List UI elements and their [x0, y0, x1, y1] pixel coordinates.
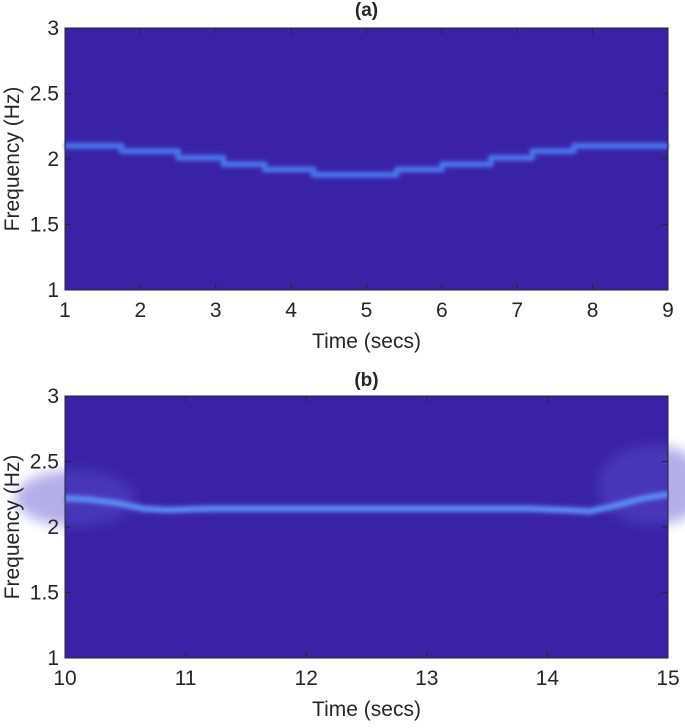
y-tick-label: 2.5	[30, 83, 59, 106]
plot-area-b	[65, 396, 668, 658]
y-ticks-a: 1 1.5 2 2.5 3	[30, 17, 668, 302]
y-axis-label-b: Frequency (Hz)	[1, 455, 24, 600]
y-tick-label: 1	[47, 647, 59, 670]
x-tick-label: 4	[285, 299, 297, 322]
x-tick-label: 8	[587, 299, 599, 322]
y-ticks-b: 1 1.5 2 2.5 3	[30, 385, 668, 670]
x-tick-label: 15	[656, 667, 679, 690]
y-tick-label: 2.5	[30, 451, 59, 474]
x-tick-label: 7	[511, 299, 523, 322]
ridge-layer-a	[65, 142, 668, 179]
x-tick-label: 14	[536, 667, 560, 690]
x-tick-label: 3	[210, 299, 222, 322]
y-tick-label: 3	[47, 385, 59, 408]
x-tick-label: 2	[135, 299, 147, 322]
x-tick-label: 6	[436, 299, 448, 322]
x-tick-label: 13	[415, 667, 438, 690]
x-axis-label-b: Time (secs)	[312, 698, 421, 721]
x-axis-label-a: Time (secs)	[312, 330, 421, 353]
panel-a: 1 2 3 4 5 6 7 8 9 1 1.5 2 2.5 3 (a) Time (secs) Freq…	[1, 0, 674, 353]
x-tick-label: 5	[361, 299, 373, 322]
ridge-layer-b	[64, 490, 669, 516]
y-tick-label: 1.5	[30, 214, 59, 237]
chart-title-b: (b)	[354, 370, 378, 391]
x-tick-label: 11	[175, 667, 197, 690]
plot-area-a	[65, 28, 668, 290]
x-tick-label: 10	[53, 667, 76, 690]
y-tick-label: 3	[47, 17, 59, 40]
y-axis-label-a: Frequency (Hz)	[1, 87, 24, 232]
x-ticks-a: 1 2 3 4 5 6 7 8 9	[59, 28, 674, 322]
chart-title-a: (a)	[355, 0, 378, 21]
y-tick-label: 2	[47, 516, 59, 539]
x-tick-label: 9	[662, 299, 674, 322]
ridge-line-a	[65, 144, 668, 177]
y-tick-label: 2	[47, 148, 59, 171]
x-tick-label: 12	[295, 667, 318, 690]
panel-b: 10 11 12 13 14 15 1 1.5 2 2.5 3 (b) Time (secs) F…	[1, 370, 685, 721]
x-ticks-b: 10 11 12 13 14 15	[53, 396, 680, 690]
ridge-line-b	[64, 492, 669, 514]
x-tick-label: 1	[59, 299, 71, 322]
y-tick-label: 1	[47, 279, 59, 302]
y-tick-label: 1.5	[30, 582, 59, 605]
